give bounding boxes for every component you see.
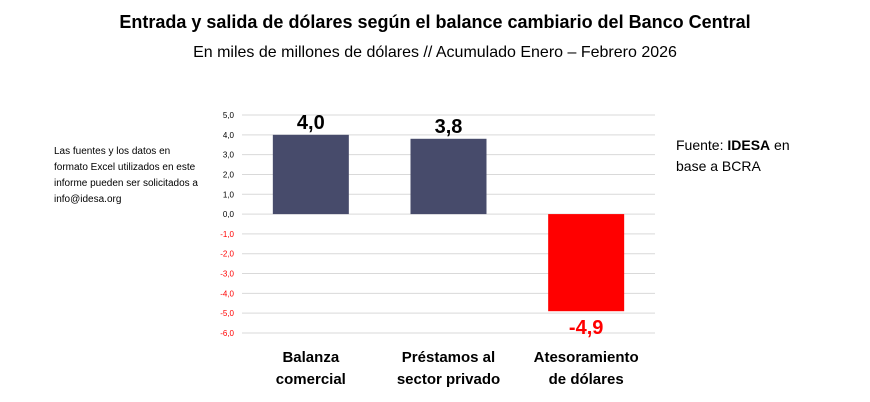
data-request-note: Las fuentes y los datos en formato Excel… bbox=[54, 146, 198, 205]
category-label: Balanza bbox=[282, 349, 339, 366]
y-tick-label: 0,0 bbox=[223, 210, 235, 219]
category-label: de dólares bbox=[549, 371, 624, 388]
y-tick-label: -4,0 bbox=[220, 289, 234, 298]
y-tick-label: 5,0 bbox=[223, 111, 235, 120]
y-tick-label: 4,0 bbox=[223, 131, 235, 140]
y-tick-label: -3,0 bbox=[220, 270, 234, 279]
bar bbox=[410, 138, 487, 215]
chart-subtitle: En miles de millones de dólares // Acumu… bbox=[193, 44, 677, 61]
y-tick-label: -1,0 bbox=[220, 230, 234, 239]
bar bbox=[272, 134, 349, 215]
category-label: sector privado bbox=[397, 371, 500, 388]
source-note: Fuente: IDESA en base a BCRA bbox=[676, 135, 816, 177]
y-tick-label: 3,0 bbox=[223, 151, 235, 160]
category-label: comercial bbox=[276, 371, 346, 388]
y-tick-label: -6,0 bbox=[220, 329, 234, 338]
y-tick-label: -2,0 bbox=[220, 250, 234, 259]
source-suffix: en base a BCRA bbox=[676, 137, 790, 174]
chart-title: Entrada y salida de dólares según el bal… bbox=[119, 12, 751, 32]
source-brand: IDESA bbox=[727, 137, 771, 153]
category-label: Atesoramiento bbox=[534, 349, 639, 366]
source-prefix: Fuente: bbox=[676, 137, 728, 153]
y-tick-label: -5,0 bbox=[220, 309, 234, 318]
data-label: 4,0 bbox=[297, 112, 325, 134]
y-tick-label: 2,0 bbox=[223, 170, 235, 179]
category-label: Préstamos al bbox=[402, 349, 495, 366]
data-label: -4,9 bbox=[569, 317, 603, 339]
data-label: 3,8 bbox=[435, 116, 463, 138]
y-tick-label: 1,0 bbox=[223, 190, 235, 199]
bar bbox=[548, 214, 625, 312]
